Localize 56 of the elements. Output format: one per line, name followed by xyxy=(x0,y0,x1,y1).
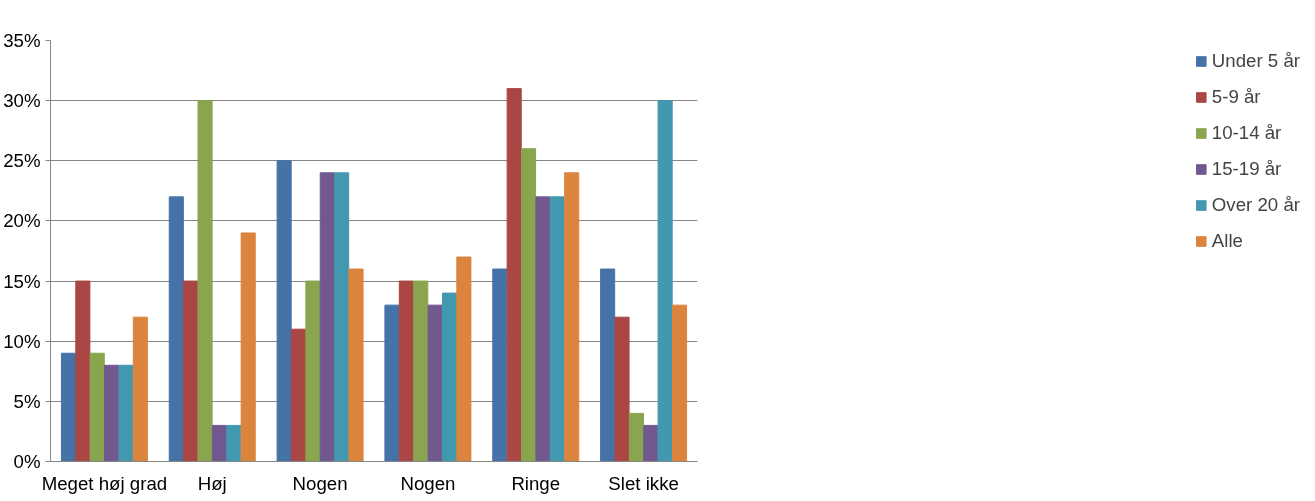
y-tick-label: 5% xyxy=(13,390,41,412)
bar xyxy=(104,364,120,462)
bar xyxy=(60,352,77,462)
bar xyxy=(600,268,616,462)
bar xyxy=(319,172,335,462)
y-tick-label: 30% xyxy=(3,90,41,112)
bar xyxy=(89,352,105,462)
bar xyxy=(226,424,242,462)
bar xyxy=(657,100,673,462)
bar xyxy=(492,268,508,462)
bar xyxy=(290,328,307,462)
bar xyxy=(549,196,565,462)
bar xyxy=(305,280,321,462)
bar xyxy=(521,148,537,462)
y-tick-label: 0% xyxy=(13,451,41,472)
bar xyxy=(168,196,184,462)
bar xyxy=(75,280,91,462)
y-tick-label: 20% xyxy=(3,210,41,232)
y-tick-label: 10% xyxy=(3,330,41,352)
bar xyxy=(183,280,199,462)
bar xyxy=(564,172,580,462)
bar xyxy=(348,268,364,462)
bar xyxy=(506,88,522,462)
bar xyxy=(427,304,443,462)
legend-label: Over 20 år xyxy=(1211,194,1300,216)
bar xyxy=(211,424,227,462)
bar xyxy=(643,424,659,462)
y-tick-label: 25% xyxy=(3,150,41,172)
bar xyxy=(628,412,644,462)
x-tick-label: Meget høj grad xyxy=(41,472,168,494)
legend-label: 15-19 år xyxy=(1211,158,1282,180)
legend-label: 10-14 år xyxy=(1211,122,1282,144)
legend-label: Alle xyxy=(1211,230,1243,252)
bar xyxy=(456,256,472,462)
y-tick-label: 15% xyxy=(3,270,41,292)
y-tick-label: 35% xyxy=(3,30,41,51)
bar xyxy=(276,160,292,462)
x-tick-label: Ringe xyxy=(511,472,561,494)
bar xyxy=(441,292,458,462)
x-tick-label: Høj xyxy=(197,472,227,494)
bar xyxy=(132,316,148,462)
bar xyxy=(535,196,551,462)
bar xyxy=(614,316,630,462)
bar xyxy=(413,280,429,462)
x-tick-label: Slet ikke xyxy=(608,472,679,494)
bar xyxy=(197,100,213,462)
x-tick-label: Nogen xyxy=(292,472,348,494)
bar xyxy=(118,364,134,462)
bar xyxy=(398,280,414,462)
bar xyxy=(671,304,688,462)
bar xyxy=(240,232,256,462)
x-tick-label: Nogen xyxy=(400,472,456,494)
legend-label: 5-9 år xyxy=(1211,86,1261,108)
bar xyxy=(384,304,400,462)
legend-label: Under 5 år xyxy=(1211,50,1300,72)
bar xyxy=(334,172,350,462)
